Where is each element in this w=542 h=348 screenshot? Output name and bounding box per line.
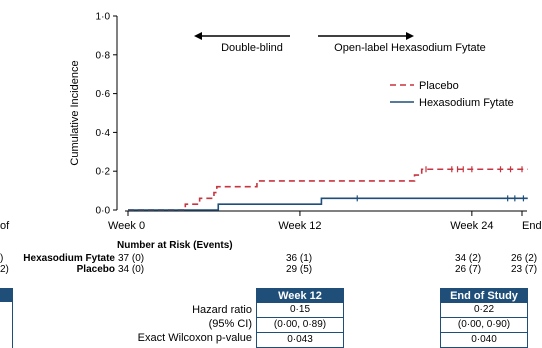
risk-cell: 34 (2) <box>455 253 482 264</box>
risk-cut-left-2: 2) <box>0 264 9 275</box>
risk-cell: 36 (1) <box>286 253 313 264</box>
risk-cell: 37 (0) <box>118 253 145 264</box>
series-line-placebo <box>128 168 528 211</box>
clipped-box-header <box>0 288 12 302</box>
risk-cell: 26 (7) <box>455 264 482 275</box>
y-tick-label: 1·0 <box>96 12 111 23</box>
stat-box-title: Week 12 <box>257 289 343 303</box>
legend-label: Hexasodium Fytate <box>419 97 514 109</box>
y-tick-label: 0·6 <box>96 89 111 100</box>
clipped-label: of <box>0 220 10 232</box>
y-tick-label: 0·0 <box>96 206 111 217</box>
x-tick-label: Week 12 <box>278 220 321 232</box>
stat-value: 0·15 <box>289 304 310 315</box>
stat-value: 0·22 <box>473 304 494 315</box>
number-at-risk-table: Number at Risk (Events) Hexasodium Fytat… <box>0 235 542 275</box>
stat-box-end-of-study: End of Study 0·22 (0·00, 0·90) 0·040 <box>440 288 528 348</box>
stat-value: (0·00, 0·89) <box>257 317 343 332</box>
risk-row-label-hexasodium: Hexasodium Fytate <box>23 253 115 264</box>
risk-cell: 34 (0) <box>118 264 145 275</box>
x-tick-label: End of <box>522 220 542 232</box>
stat-value: (0·00, 0·90) <box>441 317 527 332</box>
stat-box-title: End of Study <box>441 289 527 303</box>
open-label-arrowhead <box>406 32 414 40</box>
y-tick-label: 0·8 <box>96 50 111 61</box>
y-tick-label: 0·2 <box>96 167 111 178</box>
double-blind-arrowhead <box>194 32 202 40</box>
y-axis-label: Cumulative Incidence <box>69 60 81 165</box>
stat-label-p-value: Exact Wilcoxon p-value <box>137 332 252 344</box>
stat-value: 0·040 <box>441 332 527 347</box>
legend-label: Placebo <box>419 80 459 92</box>
risk-cell: 26 (2) <box>511 253 538 264</box>
risk-table-header: Number at Risk (Events) <box>117 240 233 251</box>
risk-row-label-placebo: Placebo <box>76 264 115 275</box>
risk-cell: 23 (7) <box>511 264 538 275</box>
cumulative-incidence-chart: 0·0 0·2 0·4 0·6 0·8 1·0 Cumulative Incidence We… <box>0 12 542 233</box>
stat-label-hazard-ratio: Hazard ratio <box>192 304 252 316</box>
y-tick-label: 0·4 <box>96 128 111 139</box>
risk-cell: 29 (5) <box>286 264 313 275</box>
risk-cut-left-1: ) <box>0 253 4 264</box>
open-label-label: Open-label Hexasodium Fytate <box>334 42 486 54</box>
stat-value: 0·043 <box>257 332 343 347</box>
double-blind-label: Double-blind <box>221 42 283 54</box>
x-tick-label: Week 24 <box>450 220 493 232</box>
x-tick-label: Week 0 <box>108 220 145 232</box>
stat-box-week12: Week 12 0·15 (0·00, 0·89) 0·043 <box>256 288 344 348</box>
series-line-hexasodium <box>128 197 528 211</box>
hazard-ratio-panel: Hazard ratio (95% CI) Exact Wilcoxon p-v… <box>0 288 542 348</box>
stat-label-ci: (95% CI) <box>208 318 252 330</box>
clipped-box-border <box>0 288 13 348</box>
